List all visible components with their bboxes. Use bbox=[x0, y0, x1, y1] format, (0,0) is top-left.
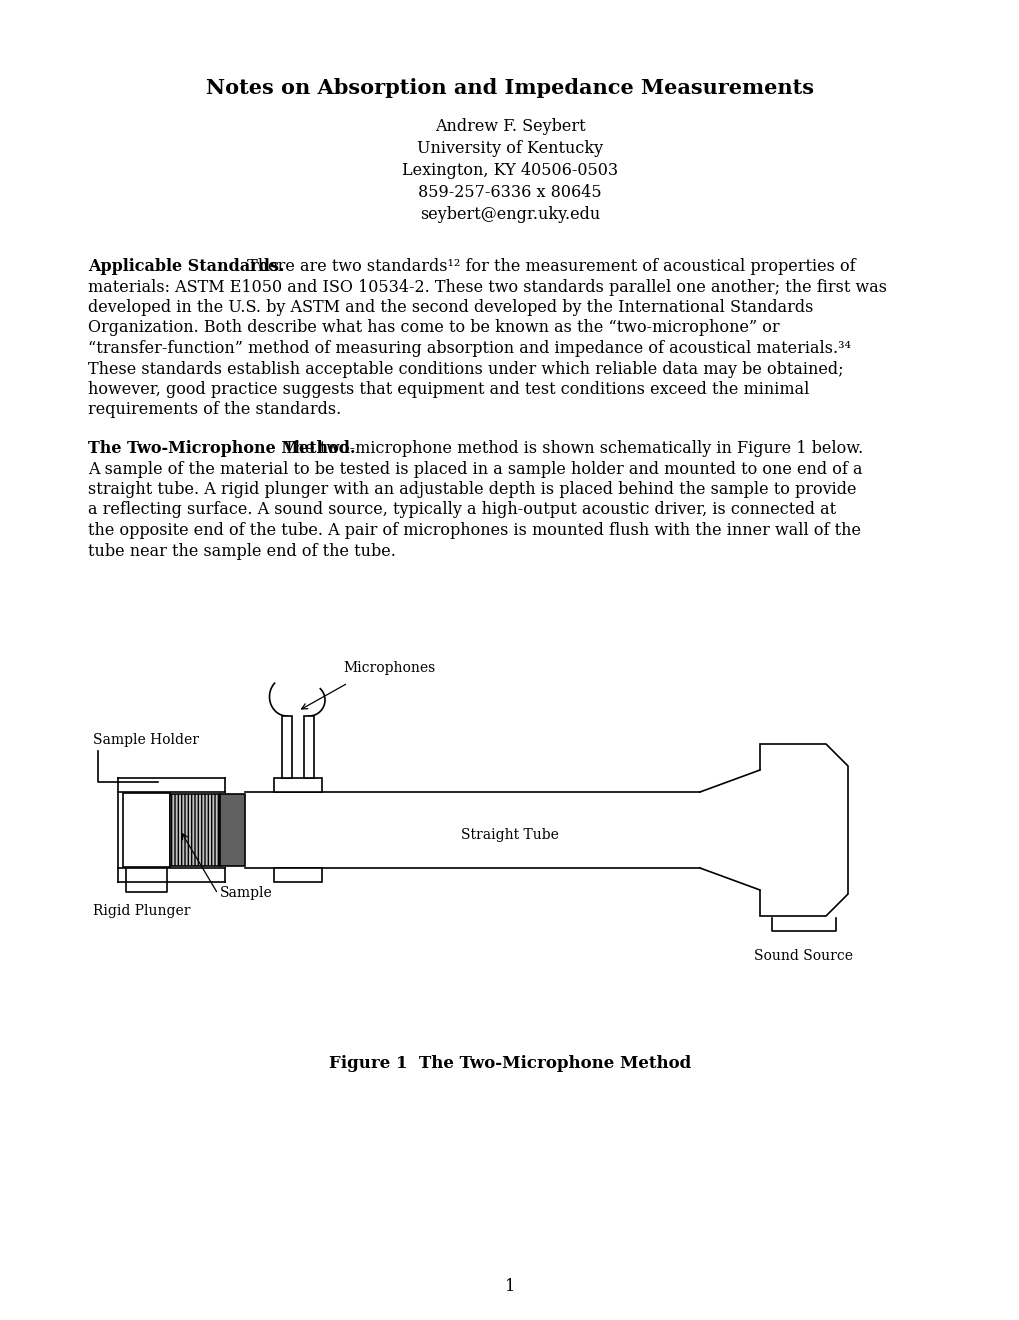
Text: Notes on Absorption and Impedance Measurements: Notes on Absorption and Impedance Measur… bbox=[206, 78, 813, 98]
Text: seybert@engr.uky.edu: seybert@engr.uky.edu bbox=[420, 206, 599, 223]
Text: Sample: Sample bbox=[220, 886, 272, 900]
Text: requirements of the standards.: requirements of the standards. bbox=[88, 401, 341, 418]
Bar bbox=[220, 795, 245, 866]
Text: Rigid Plunger: Rigid Plunger bbox=[93, 904, 191, 917]
Text: Sound Source: Sound Source bbox=[754, 949, 853, 964]
Text: A sample of the material to be tested is placed in a sample holder and mounted t: A sample of the material to be tested is… bbox=[88, 461, 862, 478]
Text: These standards establish acceptable conditions under which reliable data may be: These standards establish acceptable con… bbox=[88, 360, 843, 378]
Bar bbox=[274, 777, 322, 792]
Text: Andrew F. Seybert: Andrew F. Seybert bbox=[434, 117, 585, 135]
Text: Applicable Standards.: Applicable Standards. bbox=[88, 257, 284, 275]
Text: a reflecting surface. A sound source, typically a high-output acoustic driver, i: a reflecting surface. A sound source, ty… bbox=[88, 502, 836, 519]
Text: Microphones: Microphones bbox=[342, 661, 435, 675]
Text: however, good practice suggests that equipment and test conditions exceed the mi: however, good practice suggests that equ… bbox=[88, 381, 809, 399]
Bar bbox=[304, 715, 314, 777]
Text: 859-257-6336 x 80645: 859-257-6336 x 80645 bbox=[418, 183, 601, 201]
Text: developed in the U.S. by ASTM and the second developed by the International Stan: developed in the U.S. by ASTM and the se… bbox=[88, 300, 812, 315]
Text: the opposite end of the tube. A pair of microphones is mounted flush with the in: the opposite end of the tube. A pair of … bbox=[88, 521, 860, 539]
Bar bbox=[274, 869, 322, 882]
Text: straight tube. A rigid plunger with an adjustable depth is placed behind the sam: straight tube. A rigid plunger with an a… bbox=[88, 480, 856, 498]
Text: materials: ASTM E1050 and ISO 10534-2. These two standards parallel one another;: materials: ASTM E1050 and ISO 10534-2. T… bbox=[88, 279, 887, 296]
Text: Straight Tube: Straight Tube bbox=[461, 828, 558, 842]
Text: University of Kentucky: University of Kentucky bbox=[417, 140, 602, 157]
Bar bbox=[281, 715, 291, 777]
Text: Figure 1  The Two-Microphone Method: Figure 1 The Two-Microphone Method bbox=[328, 1055, 691, 1072]
Text: tube near the sample end of the tube.: tube near the sample end of the tube. bbox=[88, 543, 395, 560]
Text: There are two standards¹² for the measurement of acoustical properties of: There are two standards¹² for the measur… bbox=[243, 257, 855, 275]
Bar bbox=[123, 793, 170, 867]
Text: Organization. Both describe what has come to be known as the “two-microphone” or: Organization. Both describe what has com… bbox=[88, 319, 779, 337]
Text: Lexington, KY 40506-0503: Lexington, KY 40506-0503 bbox=[401, 162, 618, 180]
Bar bbox=[170, 795, 220, 866]
Text: “transfer-function” method of measuring absorption and impedance of acoustical m: “transfer-function” method of measuring … bbox=[88, 341, 850, 356]
Text: Sample Holder: Sample Holder bbox=[93, 733, 199, 747]
Text: The Two-Microphone Method.: The Two-Microphone Method. bbox=[88, 440, 356, 457]
Text: The two-microphone method is shown schematically in Figure 1 below.: The two-microphone method is shown schem… bbox=[279, 440, 862, 457]
Text: 1: 1 bbox=[504, 1278, 515, 1295]
